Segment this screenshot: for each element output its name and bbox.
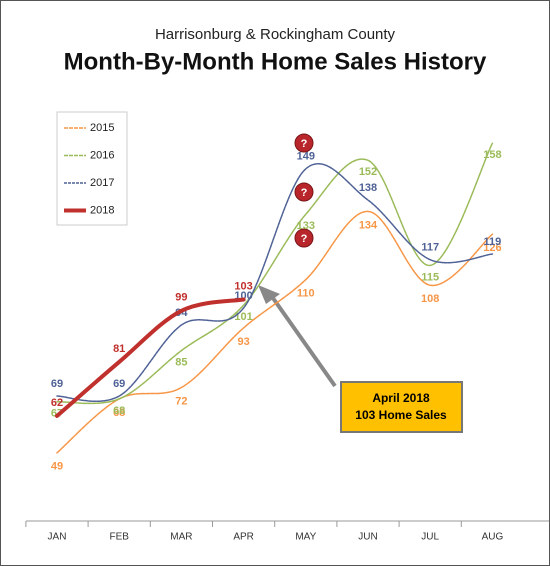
chart-title: Month-By-Month Home Sales History <box>64 48 487 75</box>
legend-label: 2016 <box>90 149 114 161</box>
data-label: 81 <box>113 343 125 355</box>
data-label: 85 <box>175 357 187 369</box>
data-label: 110 <box>297 288 315 300</box>
marker-text: ? <box>301 233 308 245</box>
series-line <box>55 297 246 418</box>
chart-subtitle: Harrisonburg & Rockingham County <box>155 26 396 43</box>
data-label: 133 <box>297 220 315 232</box>
marker-icon <box>294 228 314 248</box>
data-label: 119 <box>484 236 502 248</box>
data-label: 101 <box>234 311 252 323</box>
x-tick-label: FEB <box>109 532 129 543</box>
data-label: 138 <box>359 182 377 194</box>
data-label: 152 <box>359 166 377 178</box>
x-tick-label: AUG <box>482 532 504 543</box>
x-tick-label: JAN <box>48 532 67 543</box>
x-tick-label: JUN <box>358 532 377 543</box>
data-label: 72 <box>175 395 187 407</box>
data-label: 103 <box>234 280 252 292</box>
data-label: 115 <box>421 271 439 283</box>
annotation-line: April 2018 <box>372 391 430 405</box>
series-line <box>56 162 494 403</box>
data-label: 69 <box>51 378 63 390</box>
data-label: 68 <box>113 405 125 417</box>
x-tick-label: MAR <box>170 532 192 543</box>
data-label: 93 <box>237 336 249 348</box>
x-tick-label: APR <box>233 532 254 543</box>
x-tick-label: MAY <box>295 532 316 543</box>
arrow-head <box>258 285 280 304</box>
data-label: 49 <box>51 461 63 473</box>
data-label: 149 <box>297 151 315 163</box>
annotation-line: 103 Home Sales <box>355 408 447 422</box>
data-label: 68 <box>113 407 125 419</box>
data-label: 134 <box>359 219 378 231</box>
data-label: 99 <box>175 292 187 304</box>
data-label: 62 <box>51 397 63 409</box>
annotation-arrow <box>266 289 337 388</box>
marker-icon <box>294 182 314 202</box>
series-line <box>56 142 494 405</box>
legend-label: 2017 <box>90 177 114 189</box>
legend-box <box>56 111 128 226</box>
marker-text: ? <box>301 138 308 150</box>
x-tick-label: JUL <box>421 532 439 543</box>
data-label: 126 <box>483 242 501 254</box>
legend-label: 2018 <box>90 204 114 216</box>
marker-icon <box>294 133 314 153</box>
legend-label: 2015 <box>90 122 114 134</box>
data-label: 117 <box>421 242 439 254</box>
marker-text: ? <box>301 187 308 199</box>
data-label: 108 <box>421 293 439 305</box>
data-label: 158 <box>483 149 501 161</box>
annotation-box <box>340 381 463 433</box>
data-label: 69 <box>113 378 125 390</box>
